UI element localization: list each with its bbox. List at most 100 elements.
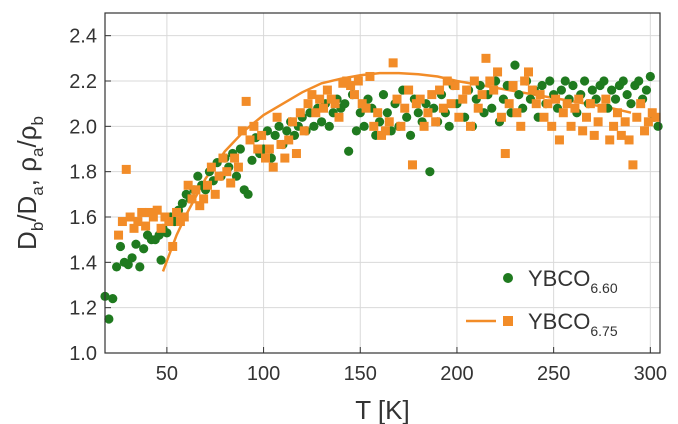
data-point	[487, 103, 497, 113]
data-point	[152, 205, 162, 215]
data-point	[264, 144, 274, 154]
legend-label-main: YBCO	[528, 266, 590, 291]
data-point	[496, 112, 506, 122]
data-point	[117, 217, 127, 227]
tick-marks	[105, 35, 651, 354]
data-point	[616, 130, 626, 140]
data-point	[427, 90, 437, 100]
data-point	[535, 90, 545, 100]
y-tick-label: 1.6	[69, 207, 97, 229]
y-tick-label: 2.2	[69, 71, 97, 93]
data-point	[303, 99, 313, 109]
data-point	[618, 76, 628, 86]
data-point	[280, 153, 290, 163]
data-point	[605, 135, 615, 145]
data-point	[579, 76, 590, 86]
data-point	[241, 96, 251, 106]
data-point	[640, 126, 650, 136]
data-point	[261, 153, 271, 163]
legend-label: YBCO6.75	[528, 309, 618, 339]
data-point	[322, 85, 332, 95]
data-point	[253, 144, 263, 154]
data-point	[346, 81, 356, 91]
data-point	[231, 171, 242, 181]
data-point	[537, 80, 547, 91]
data-point	[272, 112, 282, 122]
data-point	[144, 207, 154, 217]
data-point	[388, 58, 398, 68]
data-point	[137, 207, 147, 217]
data-point	[210, 189, 220, 199]
data-point	[172, 207, 182, 217]
data-point	[458, 94, 468, 104]
data-point	[108, 294, 118, 304]
data-point	[578, 126, 588, 136]
data-point	[357, 99, 367, 109]
data-point	[380, 126, 390, 136]
data-point	[191, 185, 201, 195]
data-point	[237, 126, 247, 136]
data-point	[531, 99, 541, 109]
data-point	[392, 94, 402, 104]
data-point	[373, 108, 383, 118]
data-point	[431, 117, 441, 127]
data-point	[135, 262, 145, 272]
legend-label-subscript: 6.75	[590, 323, 617, 339]
data-point	[382, 108, 392, 118]
data-point	[330, 99, 340, 109]
data-point	[316, 117, 327, 127]
y-tick-label: 1.2	[69, 298, 97, 320]
data-point	[454, 112, 464, 122]
data-point	[353, 76, 363, 86]
y-axis-title-subscript: b	[28, 222, 47, 231]
data-point	[620, 117, 630, 127]
x-tick-label: 100	[247, 363, 280, 385]
data-point	[512, 108, 522, 118]
y-axis-title-subscript: a	[28, 186, 47, 196]
y-axis-title-part: /ρ	[12, 126, 42, 148]
data-point	[245, 135, 255, 145]
data-point	[175, 217, 185, 227]
data-point	[651, 112, 661, 122]
data-point	[115, 241, 126, 252]
data-point	[634, 76, 644, 86]
data-point	[485, 76, 495, 86]
data-point	[156, 255, 166, 265]
data-point	[415, 94, 425, 104]
data-point	[148, 212, 158, 222]
data-point	[524, 67, 534, 77]
data-point	[407, 160, 417, 170]
data-point	[438, 103, 448, 113]
x-tick-label: 200	[440, 363, 473, 385]
data-point	[402, 112, 412, 122]
data-point	[566, 121, 576, 131]
data-point	[527, 85, 537, 95]
data-point	[342, 76, 352, 86]
data-point	[396, 121, 406, 131]
data-point	[270, 130, 280, 140]
data-point	[462, 85, 472, 95]
plot-frame	[104, 12, 661, 354]
data-point	[423, 108, 433, 118]
data-point	[127, 253, 137, 263]
data-point	[183, 180, 193, 190]
data-point	[378, 90, 389, 100]
data-point	[585, 99, 595, 109]
series-ybco-6-75	[114, 53, 661, 251]
data-point	[489, 85, 499, 95]
data-point	[582, 112, 592, 122]
y-tick-label: 1.4	[69, 252, 97, 274]
data-point	[622, 90, 632, 100]
data-point	[123, 260, 133, 270]
data-point	[104, 314, 114, 324]
data-point	[268, 162, 278, 172]
data-point	[477, 90, 487, 100]
data-point	[282, 126, 292, 136]
data-point	[469, 76, 479, 86]
data-point	[218, 153, 228, 163]
y-axis-title-subscript: a	[28, 147, 47, 157]
data-point	[516, 121, 526, 131]
y-tick-labels: 1.0 1.2 1.4 1.6 1.8 2.0 2.2 2.4	[69, 26, 97, 365]
data-point	[599, 76, 609, 86]
